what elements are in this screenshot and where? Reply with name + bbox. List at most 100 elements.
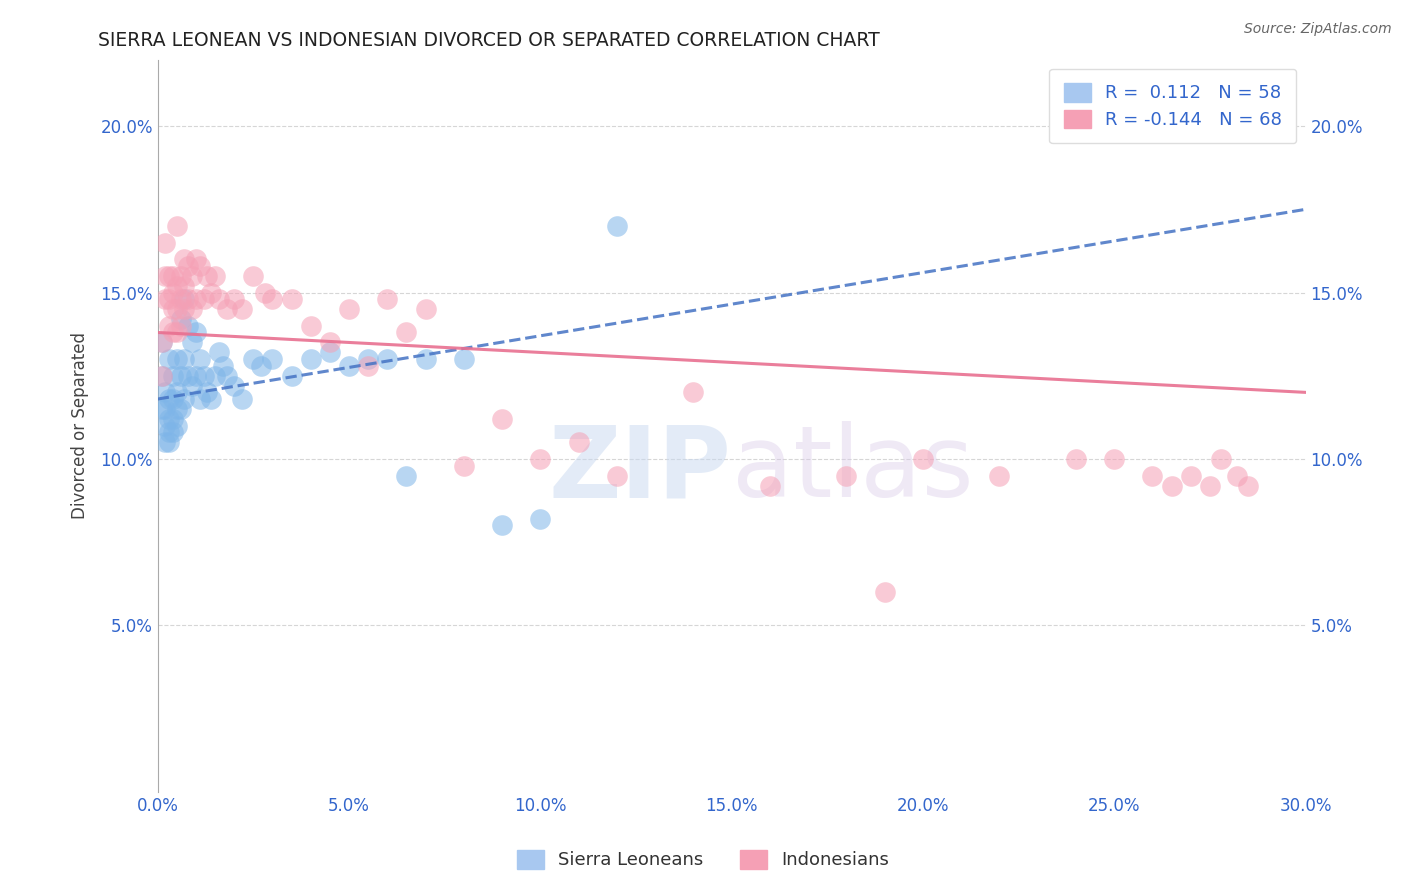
Point xyxy=(224,378,246,392)
Point xyxy=(204,268,226,283)
Point xyxy=(262,352,284,367)
Point xyxy=(173,292,195,306)
Legend: Sierra Leoneans, Indonesians: Sierra Leoneans, Indonesians xyxy=(508,841,898,879)
Point xyxy=(166,402,188,417)
Point xyxy=(1160,478,1182,492)
Point xyxy=(197,268,219,283)
Point xyxy=(177,259,200,273)
Point xyxy=(231,302,253,317)
Point xyxy=(184,252,207,267)
Point xyxy=(166,219,188,233)
Point xyxy=(169,268,191,283)
Point xyxy=(1237,478,1260,492)
Point xyxy=(395,326,418,340)
Point xyxy=(242,352,264,367)
Point xyxy=(150,368,173,383)
Point xyxy=(184,292,207,306)
Point xyxy=(208,292,231,306)
Point xyxy=(988,468,1011,483)
Legend: R =  0.112   N = 58, R = -0.144   N = 68: R = 0.112 N = 58, R = -0.144 N = 68 xyxy=(1049,69,1296,144)
Point xyxy=(375,352,398,367)
Point xyxy=(169,312,191,326)
Point xyxy=(911,451,934,466)
Point xyxy=(193,292,215,306)
Text: atlas: atlas xyxy=(731,421,973,518)
Point xyxy=(181,335,204,350)
Point xyxy=(415,352,437,367)
Point xyxy=(375,292,398,306)
Point xyxy=(491,412,513,426)
Point xyxy=(299,352,322,367)
Point xyxy=(188,259,211,273)
Point xyxy=(173,278,195,293)
Point xyxy=(759,478,782,492)
Point xyxy=(155,418,177,433)
Point xyxy=(177,318,200,333)
Point xyxy=(169,292,191,306)
Point xyxy=(184,368,207,383)
Point xyxy=(224,292,246,306)
Point xyxy=(208,345,231,359)
Point xyxy=(166,418,188,433)
Point xyxy=(181,268,204,283)
Point xyxy=(337,359,360,373)
Point xyxy=(157,292,180,306)
Point xyxy=(319,335,342,350)
Point xyxy=(169,402,191,417)
Point xyxy=(395,468,418,483)
Point xyxy=(166,278,188,293)
Point xyxy=(177,368,200,383)
Point xyxy=(162,268,184,283)
Point xyxy=(357,359,380,373)
Point xyxy=(188,352,211,367)
Point xyxy=(157,352,180,367)
Point xyxy=(155,385,177,400)
Point xyxy=(242,268,264,283)
Point xyxy=(181,378,204,392)
Point xyxy=(155,402,177,417)
Point xyxy=(162,326,184,340)
Point xyxy=(197,385,219,400)
Point xyxy=(1226,468,1249,483)
Point xyxy=(682,385,704,400)
Point xyxy=(162,425,184,440)
Point xyxy=(166,352,188,367)
Point xyxy=(169,318,191,333)
Point xyxy=(200,285,222,300)
Point xyxy=(204,368,226,383)
Point xyxy=(155,268,177,283)
Point xyxy=(215,368,238,383)
Point xyxy=(166,326,188,340)
Point xyxy=(157,318,180,333)
Point xyxy=(173,392,195,406)
Point xyxy=(337,302,360,317)
Point xyxy=(188,392,211,406)
Text: SIERRA LEONEAN VS INDONESIAN DIVORCED OR SEPARATED CORRELATION CHART: SIERRA LEONEAN VS INDONESIAN DIVORCED OR… xyxy=(98,31,880,50)
Point xyxy=(157,412,180,426)
Point xyxy=(357,352,380,367)
Point xyxy=(173,352,195,367)
Point xyxy=(177,292,200,306)
Point xyxy=(200,392,222,406)
Point xyxy=(155,235,177,250)
Point xyxy=(529,451,551,466)
Point xyxy=(155,435,177,450)
Point xyxy=(262,292,284,306)
Point xyxy=(250,359,273,373)
Point xyxy=(873,585,896,599)
Point xyxy=(280,368,302,383)
Text: ZIP: ZIP xyxy=(548,421,731,518)
Point xyxy=(184,326,207,340)
Point xyxy=(215,302,238,317)
Text: Source: ZipAtlas.com: Source: ZipAtlas.com xyxy=(1244,22,1392,37)
Point xyxy=(157,392,180,406)
Point xyxy=(1211,451,1233,466)
Point xyxy=(568,435,591,450)
Point xyxy=(155,292,177,306)
Point xyxy=(231,392,253,406)
Y-axis label: Divorced or Separated: Divorced or Separated xyxy=(72,332,89,519)
Point xyxy=(280,292,302,306)
Point xyxy=(169,368,191,383)
Point xyxy=(606,468,628,483)
Point xyxy=(181,302,204,317)
